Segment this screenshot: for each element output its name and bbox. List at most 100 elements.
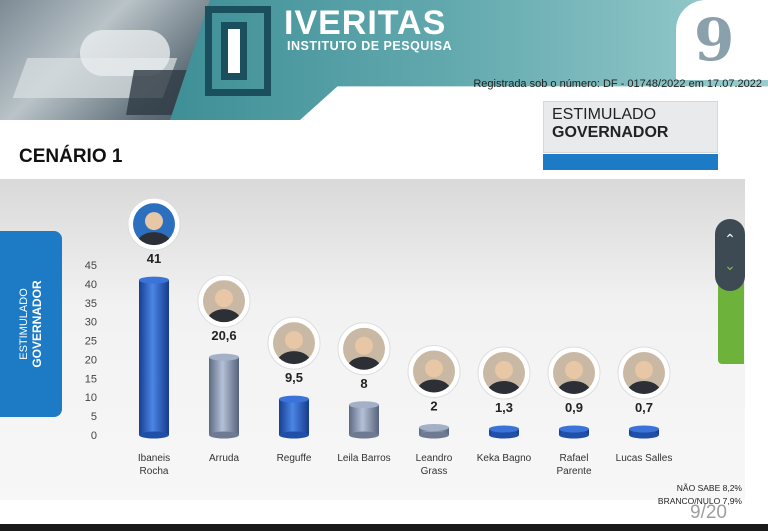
avatar-body [347,356,381,370]
candidate-avatar [127,197,181,251]
bar-base [419,431,449,439]
bar-base [279,431,309,439]
iveritas-logo-icon [205,6,271,96]
y-tick-label: 5 [91,411,97,423]
bar-base [489,431,519,439]
value-label: 9,5 [285,370,303,385]
avatar-body [627,381,661,394]
x-tick-label: Lucas Salles [616,453,673,464]
y-tick-label: 45 [85,260,97,272]
page-count: 9/20 [690,502,727,523]
bar [349,401,379,439]
avatar-photo [273,322,315,365]
stimulated-label: ESTIMULADO [552,106,657,123]
avatar-head [565,361,583,379]
brand-subtitle: INSTITUTO DE PESQUISA [287,39,453,53]
bar [629,425,659,439]
y-tick-label: 15 [85,373,97,385]
bar-base [629,431,659,439]
avatar-photo [203,280,245,323]
avatar-body [137,232,171,246]
bars [139,276,659,439]
bar [419,423,449,439]
avatar-head [145,212,163,231]
page-number: 9 [694,6,735,74]
x-tick-label: Rafael Parente [556,453,591,477]
value-label: 41 [147,251,161,266]
y-tick-label: 35 [85,298,97,310]
y-tick-label: 25 [85,336,97,348]
avatar-photo [343,327,385,370]
avatar-head [215,289,233,308]
y-tick-label: 40 [85,279,97,291]
bar-top [489,425,519,433]
y-tick-label: 30 [85,317,97,329]
avatar-photo [133,203,175,246]
avatar-body [277,351,311,365]
candidate-avatar [477,346,531,400]
value-label: 0,9 [565,400,583,415]
avatar-body [417,379,451,393]
stimulated-box: ESTIMULADO GOVERNADOR [543,101,718,153]
value-label: 20,6 [211,328,236,343]
value-labels: 41 20,6 9,5 8 2 1,3 0,9 0,7 [147,251,653,415]
value-label: 8 [360,376,367,391]
bar-top [139,276,169,284]
avatar-head [495,361,513,379]
bottom-bar [0,524,768,531]
bar-base [209,431,239,439]
value-label: 0,7 [635,400,653,415]
x-tick-label: Keka Bagno [477,453,532,464]
side-label: ESTIMULADO GOVERNADOR [0,231,62,417]
candidate-avatars [127,197,671,400]
bar [139,276,169,439]
bar-base [349,431,379,439]
bar-body [209,357,239,435]
y-axis: 0 5 10 15 20 25 30 35 40 45 [85,260,97,442]
bar [209,353,239,439]
governor-label: GOVERNADOR [552,124,669,141]
avatar-head [355,336,373,355]
candidate-avatar [267,316,321,370]
bar [489,425,519,439]
branco-nulo-note: BRANCO/NULO 7,9% [657,496,742,506]
avatar-photo [483,352,525,394]
avatar-photo [623,352,665,394]
bar-top [629,425,659,433]
y-tick-label: 20 [85,354,97,366]
x-tick-label: Ibaneis Rocha [138,453,170,477]
stimulated-accent-bar [543,154,718,170]
bar-top [209,353,239,361]
bar-body [349,404,379,435]
value-label: 1,3 [495,400,513,415]
bar-base [559,431,589,439]
x-tick-label: Reguffe [277,453,312,464]
registration-text: Registrada sob o número: DF - 01748/2022… [473,78,762,90]
chevron-up-icon[interactable]: ⌃ [724,231,736,247]
chevron-down-icon[interactable]: ⌄ [724,257,736,273]
nao-sabe-note: NÃO SABE 8,2% [676,483,742,493]
header-banner: IVERITAS INSTITUTO DE PESQUISA 9 Registr… [0,0,768,120]
candidate-avatar [617,346,671,400]
bar-body [279,399,309,435]
avatar-body [557,381,591,394]
y-tick-label: 10 [85,392,97,404]
avatar-head [285,331,303,350]
candidate-avatar [407,344,461,398]
slide-nav[interactable]: ⌃ ⌄ [715,219,745,291]
avatar-body [487,381,521,394]
bar [559,425,589,439]
brand-name: IVERITAS [284,4,447,42]
y-tick-label: 0 [91,430,97,442]
value-label: 2 [430,398,437,413]
x-tick-label: Leila Barros [337,453,390,464]
x-axis-labels: Ibaneis Rocha Arruda Reguffe Leila Barros Lea… [138,453,672,477]
candidate-avatar [337,322,391,376]
bar-body [139,280,169,435]
avatar-body [207,309,241,323]
x-tick-label: Arruda [209,453,239,464]
bar-top [419,423,449,431]
avatar-head [425,359,443,378]
bar-top [279,395,309,403]
